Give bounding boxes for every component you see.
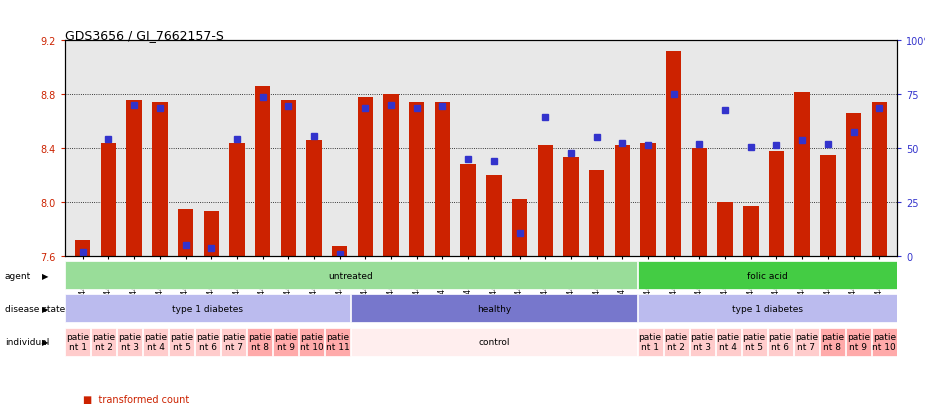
FancyBboxPatch shape <box>274 328 299 356</box>
Bar <box>743 206 758 256</box>
Bar <box>589 170 604 256</box>
Bar <box>332 247 348 256</box>
Bar <box>306 140 322 256</box>
Text: patie
nt 2: patie nt 2 <box>664 332 687 351</box>
Text: type 1 diabetes: type 1 diabetes <box>172 304 243 313</box>
FancyBboxPatch shape <box>768 328 793 356</box>
Text: patie
nt 8: patie nt 8 <box>820 332 844 351</box>
Bar <box>358 98 373 256</box>
Bar <box>512 200 527 256</box>
Bar <box>769 151 784 256</box>
Bar <box>127 100 142 256</box>
Text: type 1 diabetes: type 1 diabetes <box>732 304 803 313</box>
FancyBboxPatch shape <box>247 328 272 356</box>
FancyBboxPatch shape <box>169 328 194 356</box>
FancyBboxPatch shape <box>352 295 636 323</box>
FancyBboxPatch shape <box>117 328 142 356</box>
Text: individual: individual <box>5 337 49 346</box>
Text: control: control <box>478 337 510 346</box>
FancyBboxPatch shape <box>300 328 325 356</box>
Bar <box>640 143 656 256</box>
Text: healthy: healthy <box>477 304 512 313</box>
Text: patie
nt 2: patie nt 2 <box>92 332 116 351</box>
Text: patie
nt 8: patie nt 8 <box>248 332 271 351</box>
Text: patie
nt 3: patie nt 3 <box>118 332 142 351</box>
Text: disease state: disease state <box>5 304 65 313</box>
Bar <box>718 202 733 256</box>
Text: folic acid: folic acid <box>746 271 787 280</box>
Bar <box>871 103 887 256</box>
Text: patie
nt 9: patie nt 9 <box>846 332 869 351</box>
FancyBboxPatch shape <box>845 328 870 356</box>
FancyBboxPatch shape <box>195 328 220 356</box>
Bar <box>845 114 861 256</box>
FancyBboxPatch shape <box>663 328 688 356</box>
Text: patie
nt 4: patie nt 4 <box>717 332 740 351</box>
Text: GDS3656 / GI_7662157-S: GDS3656 / GI_7662157-S <box>65 29 224 42</box>
Bar <box>614 146 630 256</box>
Bar <box>75 240 91 256</box>
FancyBboxPatch shape <box>742 328 767 356</box>
Bar <box>537 146 553 256</box>
Text: patie
nt 5: patie nt 5 <box>170 332 193 351</box>
FancyBboxPatch shape <box>66 328 91 356</box>
FancyBboxPatch shape <box>352 328 636 356</box>
Bar <box>229 143 244 256</box>
FancyBboxPatch shape <box>637 328 662 356</box>
Text: untreated: untreated <box>328 271 374 280</box>
Text: patie
nt 1: patie nt 1 <box>638 332 661 351</box>
Text: patie
nt 10: patie nt 10 <box>872 332 896 351</box>
FancyBboxPatch shape <box>66 295 351 323</box>
Text: ▶: ▶ <box>42 304 48 313</box>
FancyBboxPatch shape <box>221 328 246 356</box>
Bar <box>435 103 450 256</box>
Bar <box>692 149 707 256</box>
FancyBboxPatch shape <box>716 328 741 356</box>
FancyBboxPatch shape <box>794 328 819 356</box>
FancyBboxPatch shape <box>871 328 896 356</box>
Text: patie
nt 1: patie nt 1 <box>67 332 90 351</box>
Text: patie
nt 7: patie nt 7 <box>222 332 245 351</box>
Text: patie
nt 6: patie nt 6 <box>769 332 792 351</box>
Bar <box>152 103 167 256</box>
Bar <box>795 93 810 256</box>
Bar <box>666 52 682 256</box>
Text: agent: agent <box>5 271 31 280</box>
FancyBboxPatch shape <box>820 328 845 356</box>
Bar <box>383 95 399 256</box>
FancyBboxPatch shape <box>637 262 896 290</box>
FancyBboxPatch shape <box>637 295 896 323</box>
FancyBboxPatch shape <box>326 328 351 356</box>
FancyBboxPatch shape <box>690 328 715 356</box>
Bar <box>487 176 501 256</box>
Text: patie
nt 9: patie nt 9 <box>275 332 298 351</box>
Bar <box>178 209 193 256</box>
Bar <box>461 165 475 256</box>
Text: patie
nt 10: patie nt 10 <box>300 332 324 351</box>
Bar <box>563 158 579 256</box>
Text: ■  transformed count: ■ transformed count <box>83 394 190 404</box>
Text: patie
nt 5: patie nt 5 <box>743 332 766 351</box>
Bar <box>101 143 117 256</box>
Bar <box>255 87 270 256</box>
Text: patie
nt 6: patie nt 6 <box>196 332 219 351</box>
Bar <box>820 155 835 256</box>
Bar <box>409 103 425 256</box>
Text: patie
nt 11: patie nt 11 <box>326 332 350 351</box>
FancyBboxPatch shape <box>66 262 636 290</box>
FancyBboxPatch shape <box>143 328 168 356</box>
FancyBboxPatch shape <box>92 328 117 356</box>
Bar <box>204 212 219 256</box>
Text: patie
nt 7: patie nt 7 <box>795 332 818 351</box>
Text: patie
nt 4: patie nt 4 <box>144 332 167 351</box>
Text: ▶: ▶ <box>42 337 48 346</box>
Text: ▶: ▶ <box>42 271 48 280</box>
Bar <box>280 100 296 256</box>
Text: patie
nt 3: patie nt 3 <box>691 332 714 351</box>
